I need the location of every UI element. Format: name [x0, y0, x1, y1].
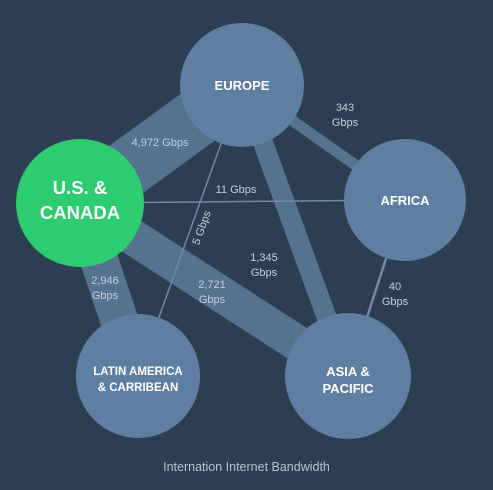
link-label-us-asia-1: 2,721	[198, 279, 226, 291]
link-label-europe-africa-2: Gbps	[332, 117, 359, 129]
link-label-europe-latam: 5 Gbps	[190, 209, 214, 247]
link-label-africa-asia-1: 40	[389, 281, 401, 293]
node-europe	[180, 23, 304, 147]
node-us-canada	[16, 139, 144, 267]
label-asia-pacific-1: ASIA &	[326, 364, 370, 379]
label-us-canada-2: CANADA	[40, 202, 120, 223]
label-latin-america-2: & CARRIBEAN	[98, 382, 179, 394]
nodes	[16, 23, 466, 439]
link-label-us-africa: 11 Gbps	[216, 184, 257, 196]
link-label-us-europe: 4,972 Gbps	[132, 137, 189, 149]
label-latin-america-1: LATIN AMERICA	[93, 366, 182, 378]
node-labels: EUROPE AFRICA LATIN AMERICA & CARRIBEAN …	[40, 78, 430, 396]
link-label-europe-africa-1: 343	[336, 102, 354, 114]
node-asia-pacific	[285, 313, 411, 439]
diagram-caption: Internation Internet Bandwidth	[163, 460, 330, 474]
link-label-africa-asia-2: Gbps	[382, 296, 409, 308]
node-latin-america	[76, 314, 200, 438]
link-label-europe-asia-1: 1,345	[250, 252, 278, 264]
label-europe: EUROPE	[215, 78, 270, 93]
link-label-us-latam-2: Gbps	[92, 290, 119, 302]
link-label-europe-asia-2: Gbps	[251, 267, 278, 279]
label-us-canada-1: U.S. &	[53, 177, 107, 198]
link-label-us-latam-1: 2,946	[91, 275, 119, 287]
node-africa	[344, 139, 466, 261]
label-asia-pacific-2: PACIFIC	[322, 381, 374, 396]
link-label-us-asia-2: Gbps	[199, 294, 226, 306]
label-africa: AFRICA	[380, 193, 430, 208]
